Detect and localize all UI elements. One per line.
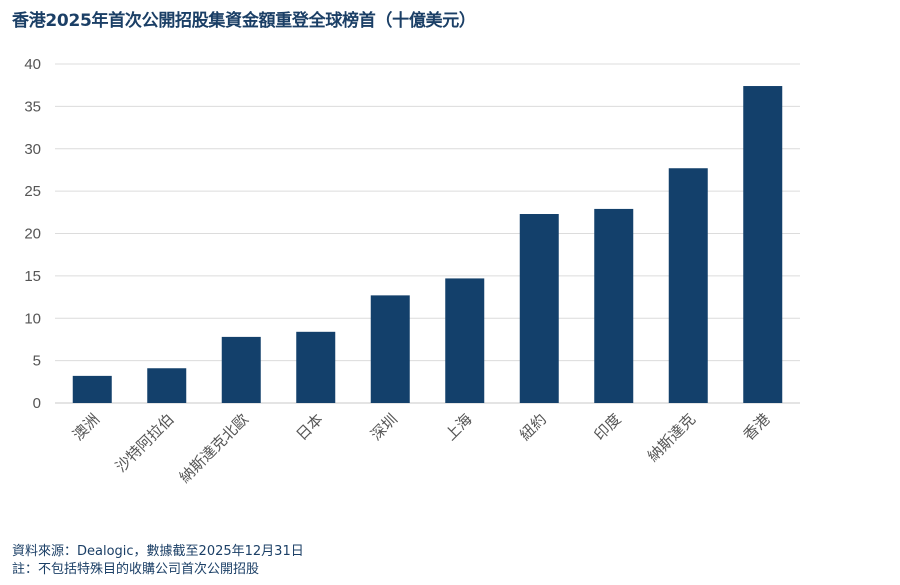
bar-沙特阿拉伯	[147, 368, 187, 403]
bar-紐約	[519, 214, 559, 403]
bar-上海	[445, 278, 485, 403]
x-tick-label: 納斯達克	[644, 410, 699, 465]
bar-澳洲	[72, 375, 112, 403]
x-tick-label: 澳洲	[69, 410, 103, 444]
x-tick-label: 納斯達克北歐	[176, 410, 252, 486]
x-tick-label: 沙特阿拉伯	[112, 410, 178, 476]
y-tick-label: 30	[24, 141, 41, 158]
y-tick-label: 15	[24, 268, 41, 285]
bar-深圳	[370, 295, 410, 403]
x-tick-label: 日本	[293, 410, 327, 444]
y-tick-label: 35	[24, 98, 41, 115]
exclusion-note: 註：不包括特殊目的收購公司首次公開招股	[12, 562, 260, 577]
bar-納斯達克	[668, 168, 708, 403]
x-tick-label: 香港	[740, 410, 774, 444]
x-tick-label: 上海	[442, 410, 476, 444]
y-tick-label: 20	[24, 226, 41, 243]
bar-chart: 0 5 10 15 20 25 30 35 40 澳洲 沙特阿拉伯納斯達克北歐 日本 深圳 上海 紐約 印度納…	[24, 56, 800, 486]
x-tick-label: 深圳	[367, 410, 401, 444]
y-tick-label: 25	[24, 183, 41, 200]
bar-納斯達克北歐	[221, 336, 261, 403]
bar-日本	[296, 331, 336, 403]
y-tick-label: 40	[24, 56, 41, 73]
y-tick-label: 5	[33, 353, 41, 370]
y-tick-label: 0	[33, 395, 41, 412]
bar-香港	[743, 86, 783, 403]
x-tick-label: 紐約	[516, 410, 550, 444]
y-tick-label: 10	[24, 310, 41, 327]
chart-title: 香港2025年首次公開招股集資金額重登全球榜首（十億美元）	[12, 11, 476, 31]
source-note: 資料來源：Dealogic，數據截至2025年12月31日	[12, 544, 304, 559]
x-tick-label: 印度	[591, 410, 625, 444]
bar-印度	[594, 208, 634, 403]
